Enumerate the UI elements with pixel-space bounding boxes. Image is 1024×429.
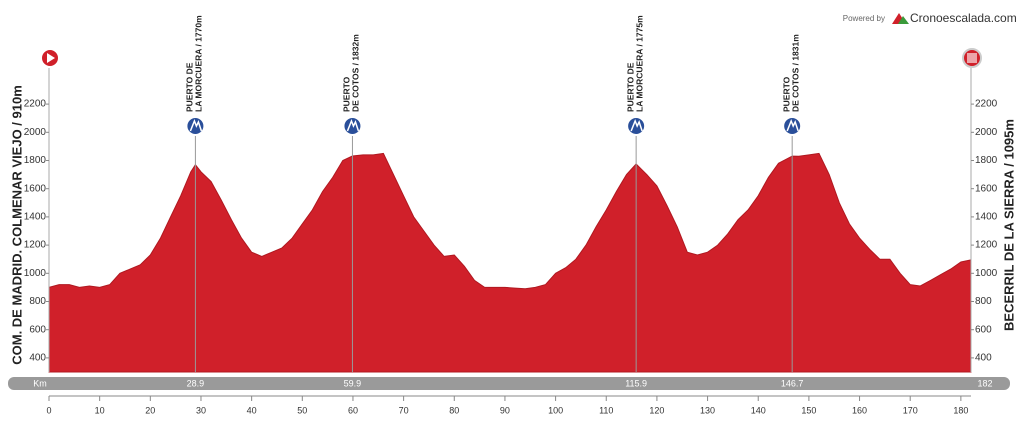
y-tick-label: 600 xyxy=(975,324,992,335)
climb-km-label: 28.9 xyxy=(187,378,205,388)
climb-icon xyxy=(189,118,203,132)
finish-km-label: 182 xyxy=(977,378,992,388)
x-tick-label: 140 xyxy=(751,405,766,415)
climb-label: PUERTO xyxy=(781,76,791,112)
y-tick-label: 1400 xyxy=(24,212,47,223)
distance-bar xyxy=(8,377,1010,390)
x-tick-label: 0 xyxy=(46,405,51,415)
y-tick-label: 2200 xyxy=(24,99,47,110)
y-tick-label: 800 xyxy=(975,296,992,307)
climb-icon xyxy=(185,116,206,136)
climb-icon xyxy=(786,118,799,132)
y-tick-label: 1400 xyxy=(975,212,998,223)
x-tick-label: 10 xyxy=(95,405,105,415)
start-label: COM. DE MADRID. COLMENAR VIEJO / 910m xyxy=(9,85,24,365)
x-tick-label: 70 xyxy=(399,405,409,415)
y-tick-label: 1000 xyxy=(975,268,998,279)
y-tick-label: 800 xyxy=(29,296,46,307)
elevation-area xyxy=(48,152,972,373)
x-tick-label: 170 xyxy=(903,405,918,415)
y-tick-label: 1000 xyxy=(24,268,47,279)
brand-logo xyxy=(898,16,909,24)
x-tick-label: 80 xyxy=(449,405,459,415)
y-tick-label: 1600 xyxy=(975,183,998,194)
x-tick-label: 50 xyxy=(297,405,307,415)
climb-km-label: 59.9 xyxy=(344,378,362,388)
x-tick-label: 60 xyxy=(348,405,358,415)
climb-icon xyxy=(342,116,363,136)
y-tick-label: 2000 xyxy=(975,127,998,138)
climb-icon xyxy=(346,118,360,132)
y-tick-label: 1800 xyxy=(975,155,998,166)
climb-label: LA MORCUERA / 1770m xyxy=(194,15,204,112)
y-tick-label: 1200 xyxy=(24,240,47,251)
finish-icon xyxy=(967,53,977,63)
x-tick-label: 160 xyxy=(852,405,867,415)
x-tick-label: 100 xyxy=(548,405,563,415)
x-tick-label: 110 xyxy=(599,405,613,415)
x-tick-label: 90 xyxy=(500,405,510,415)
climb-label: LA MORCUERA / 1775m xyxy=(634,15,644,112)
x-tick-label: 30 xyxy=(196,405,206,415)
climb-label: PUERTO DE xyxy=(625,62,635,112)
y-tick-label: 1200 xyxy=(975,240,998,251)
climb-label: DE COTOS / 1831m xyxy=(790,34,800,112)
start-icon xyxy=(47,53,55,63)
climb-icon xyxy=(630,118,643,132)
y-tick-label: 400 xyxy=(975,353,992,364)
x-tick-label: 40 xyxy=(247,405,257,415)
x-tick-label: 130 xyxy=(700,405,715,415)
y-tick-label: 2200 xyxy=(975,99,998,110)
x-tick-label: 20 xyxy=(145,405,155,415)
x-tick-label: 180 xyxy=(953,405,968,415)
x-tick-label: 120 xyxy=(649,405,664,415)
y-tick-label: 2000 xyxy=(24,127,47,138)
powered-by: Powered by xyxy=(843,14,885,23)
x-tick-label: 150 xyxy=(801,405,816,415)
climb-label: PUERTO xyxy=(342,76,352,112)
distance-label: Km xyxy=(33,378,47,388)
climb-label: DE COTOS / 1832m xyxy=(351,34,361,112)
y-tick-label: 1800 xyxy=(24,155,47,166)
finish-label: BECERRIL DE LA SIERRA / 1095m xyxy=(1001,119,1016,331)
climb-icon xyxy=(782,116,803,136)
climb-label: PUERTO DE xyxy=(185,62,195,112)
climb-km-label: 115.9 xyxy=(625,378,647,388)
climb-icon xyxy=(626,116,647,136)
brand: Cronoescalada.com xyxy=(910,11,1017,25)
y-tick-label: 400 xyxy=(29,353,46,364)
climb-km-label: 146.7 xyxy=(781,378,804,388)
y-tick-label: 600 xyxy=(29,324,46,335)
y-tick-label: 1600 xyxy=(24,183,47,194)
